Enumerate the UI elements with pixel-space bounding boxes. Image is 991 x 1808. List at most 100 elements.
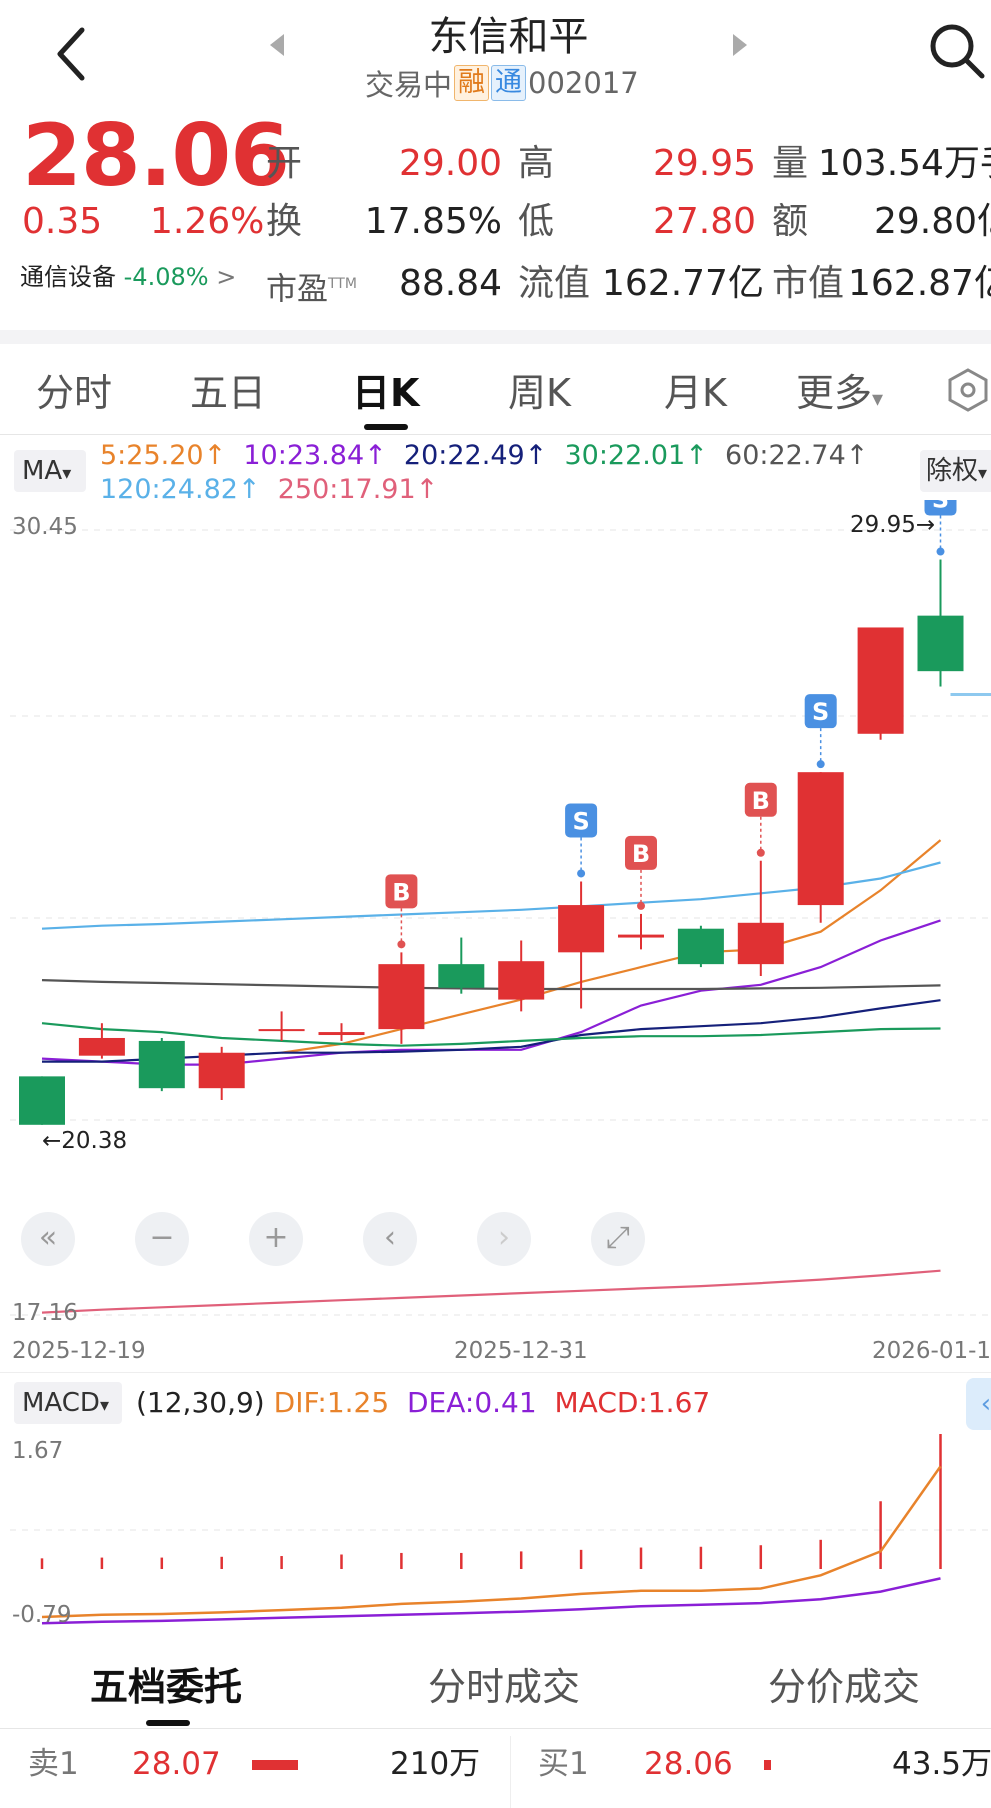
tab-five-day[interactable]: 五日: [190, 371, 267, 415]
chart-settings-icon[interactable]: [946, 368, 990, 412]
amount-value: 29.80亿: [874, 201, 991, 242]
active-tab-indicator: [364, 424, 408, 430]
mkt-cap-label: 市值: [772, 263, 845, 304]
kline-chart[interactable]: B S B B S S: [0, 500, 991, 1380]
zoom-out-button[interactable]: −: [135, 1212, 189, 1266]
candle-body: [797, 772, 844, 906]
amount-label: 额: [772, 201, 809, 242]
sell1-volume: 210万: [390, 1746, 481, 1782]
open-value: 29.00: [398, 143, 502, 184]
turnover-value: 17.85%: [364, 201, 502, 242]
ma-line-ma250: [41, 1269, 941, 1314]
chart-period-tabs: 分时 五日 日K 周K 月K 更多▾: [0, 350, 991, 434]
scroll-right-button[interactable]: ›: [477, 1212, 531, 1266]
ma5-value: 5:25.20↑: [100, 440, 227, 471]
signal-dot: [936, 547, 945, 556]
signal-dot: [756, 848, 765, 857]
candle-body: [438, 964, 485, 988]
next-stock-icon[interactable]: [727, 30, 751, 60]
tab-tick-trades[interactable]: 分时成交: [428, 1665, 581, 1709]
caret-down-icon: ▾: [62, 463, 72, 484]
tab-weekly-k[interactable]: 周K: [508, 371, 571, 415]
price-change: 0.35: [22, 201, 103, 242]
macd-chart[interactable]: [0, 1432, 991, 1632]
open-label: 开: [266, 143, 303, 184]
macd-axis-bottom: -0.79: [12, 1602, 72, 1628]
candle-body: [737, 922, 784, 965]
scroll-start-button[interactable]: «: [21, 1212, 75, 1266]
macd-dea: DEA:0.41: [406, 1386, 537, 1419]
back-icon[interactable]: [48, 24, 96, 84]
low-label: 低: [518, 201, 555, 242]
signal-badge: [385, 874, 418, 909]
candle-body: [378, 964, 425, 1030]
signal-label: B: [392, 878, 410, 906]
low-marker: ←20.38: [42, 1128, 128, 1154]
signal-badge: [625, 835, 657, 870]
indicator-selector-ma[interactable]: MA▾: [14, 450, 86, 492]
float-cap-label: 流值: [518, 263, 591, 304]
candle-body: [198, 1052, 245, 1089]
candle-body: [19, 1076, 65, 1125]
signal-dot: [816, 760, 825, 769]
section-divider: [0, 330, 991, 344]
macd-params: (12,30,9): [136, 1386, 265, 1419]
tab-more[interactable]: 更多▾: [796, 371, 884, 415]
scroll-left-button[interactable]: ‹: [363, 1212, 417, 1266]
search-icon[interactable]: [926, 20, 986, 80]
tab-price-trades[interactable]: 分价成交: [768, 1665, 921, 1709]
book-divider: [510, 1736, 511, 1808]
signal-label: S: [932, 500, 949, 514]
signal-badge: [565, 803, 598, 838]
stock-name: 东信和平: [428, 14, 589, 60]
float-cap-value: 162.77亿: [602, 263, 764, 304]
price-axis-bottom: 17.16: [12, 1300, 78, 1326]
sector-link[interactable]: 通信设备 -4.08% >: [20, 260, 236, 294]
ma-line-ma5: [281, 839, 942, 1054]
chart-divider: [0, 1372, 991, 1373]
signal-label: B: [632, 840, 650, 868]
prev-stock-icon[interactable]: [266, 30, 290, 60]
signal-label: B: [752, 787, 770, 815]
candle-body: [78, 1037, 125, 1056]
high-label: 高: [518, 143, 555, 184]
macd-dif: DIF:1.25: [273, 1386, 390, 1419]
indicator-selector-macd[interactable]: MACD▾: [14, 1382, 122, 1424]
caret-down-icon: ▾: [99, 1395, 109, 1416]
signal-label: S: [572, 807, 589, 835]
candle-body: [318, 1032, 365, 1036]
caret-down-icon: ▾: [872, 387, 884, 412]
active-bottom-tab-indicator: [146, 1720, 190, 1726]
stock-code: 002017: [528, 66, 639, 100]
ma-line-ma10: [41, 919, 941, 1066]
price-axis-top: 30.45: [12, 514, 78, 540]
date-label-start: 2025-12-19: [12, 1338, 146, 1364]
fullscreen-button[interactable]: ⤢: [591, 1212, 645, 1266]
buy1-price: 28.06: [644, 1746, 733, 1782]
ma250-value: 250:17.91↑: [277, 474, 439, 505]
sector-name: 通信设备: [20, 263, 116, 291]
pe-value: 88.84: [398, 263, 502, 304]
macd-macd: MACD:1.67: [554, 1386, 711, 1419]
ma30-value: 30:22.01↑: [564, 440, 708, 471]
tab-order-book[interactable]: 五档委托: [90, 1665, 243, 1709]
stock-subtitle: 交易中 融 通 002017: [365, 62, 639, 104]
sell1-volume-bar: [252, 1760, 298, 1770]
adjust-selector[interactable]: 除权▾: [920, 450, 991, 492]
tab-intraday[interactable]: 分时: [36, 371, 113, 415]
candle-body: [498, 961, 545, 1000]
chevron-right-icon: >: [216, 263, 237, 291]
macd-axis-top: 1.67: [12, 1438, 64, 1464]
high-marker: 29.95→: [850, 512, 936, 538]
tab-daily-k[interactable]: 日K: [352, 371, 420, 415]
tab-monthly-k[interactable]: 月K: [664, 371, 727, 415]
mkt-cap-value: 162.87亿: [848, 263, 991, 304]
zoom-in-button[interactable]: +: [249, 1212, 303, 1266]
stock-header: 东信和平 交易中 融 通 002017: [0, 0, 991, 108]
ma10-value: 10:23.84↑: [243, 440, 387, 471]
ma60-value: 60:22.74↑: [725, 440, 869, 471]
ma-line-ma30: [41, 1022, 941, 1047]
date-label-mid: 2025-12-31: [454, 1338, 588, 1364]
side-panel-toggle-icon[interactable]: ‹: [966, 1378, 991, 1430]
ma-line-ma120: [41, 861, 941, 930]
